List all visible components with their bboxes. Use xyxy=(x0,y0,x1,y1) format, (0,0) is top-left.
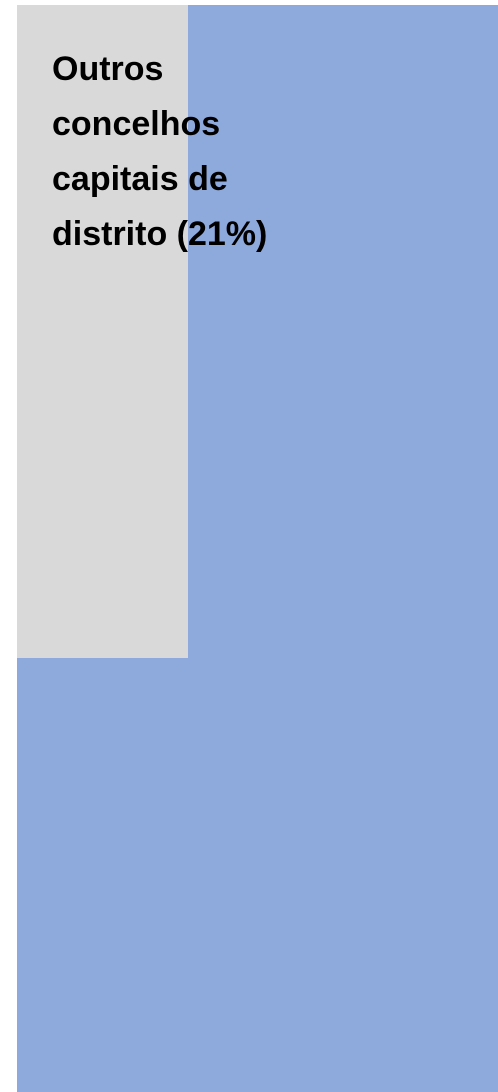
tile-label: Outros concelhos capitais de distrito (2… xyxy=(52,50,268,253)
treemap-tile xyxy=(17,5,188,658)
